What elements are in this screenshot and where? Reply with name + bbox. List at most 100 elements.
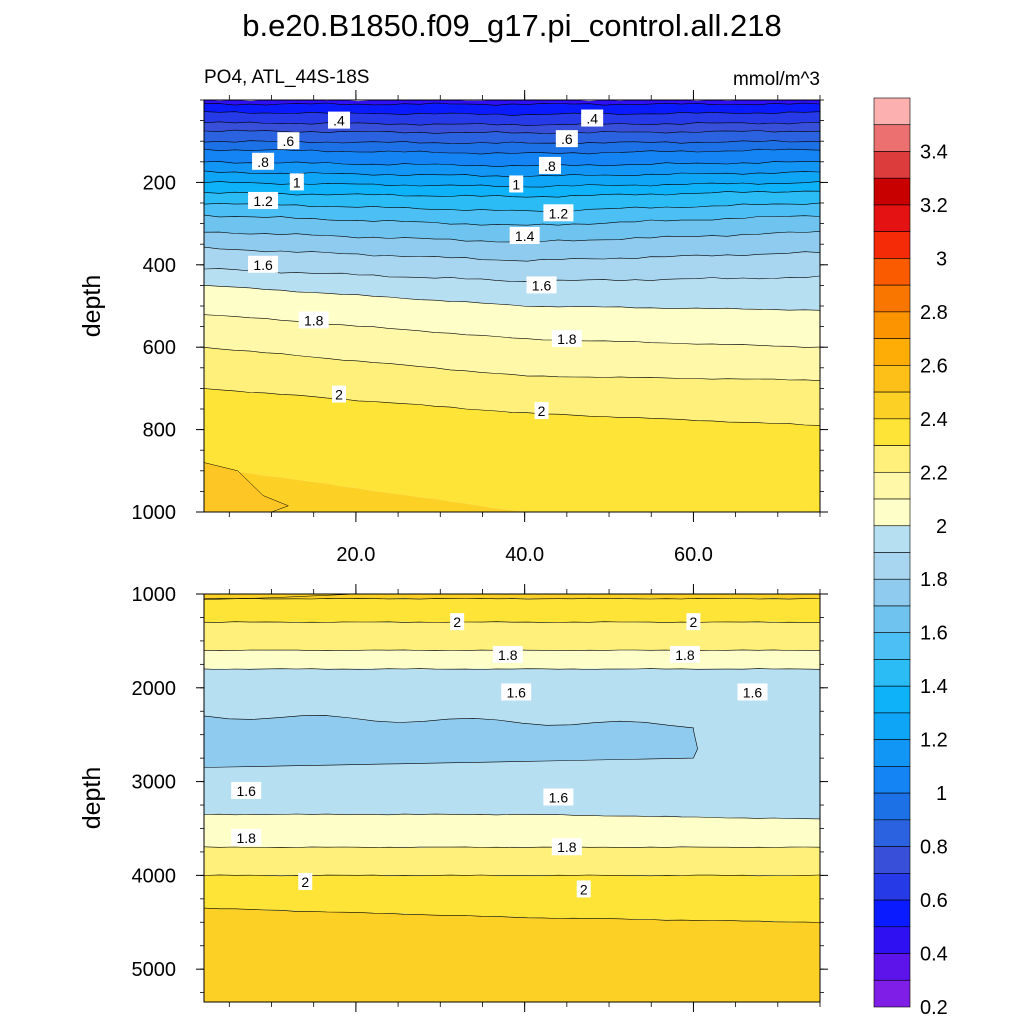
top-contour-label: .6 bbox=[555, 130, 578, 148]
colorbar-label: 1 bbox=[936, 783, 947, 805]
bottom-band bbox=[204, 874, 820, 923]
bottom-contour-line bbox=[203, 597, 821, 600]
colorbar-box bbox=[873, 578, 911, 607]
bottom-contour-label-text: 2 bbox=[453, 614, 461, 630]
colorbar-box bbox=[873, 311, 911, 339]
bottom-contour-line bbox=[203, 668, 821, 670]
top-band bbox=[204, 140, 820, 155]
colorbar: 3.4 3.2 3 2.8 2.6 2.4 2.2 2 1.8 1.6 1.4 1.2 1 0.8 0.6 0… bbox=[873, 97, 948, 1019]
top-contour-label-bg bbox=[248, 191, 279, 209]
top-contour-label: .6 bbox=[277, 132, 300, 150]
top-contour-line bbox=[203, 285, 821, 311]
top-contour-label-bg bbox=[509, 226, 540, 244]
top-contour-label-text: 1 bbox=[512, 176, 520, 192]
bottom-y-ticks: 1000 2000 3000 4000 5000 bbox=[132, 584, 828, 994]
colorbar-label: 0.6 bbox=[920, 890, 948, 912]
bottom-contour-label-bg bbox=[501, 683, 532, 701]
bottom-contour-label-text: 2 bbox=[301, 874, 309, 890]
colorbar-label: 0.4 bbox=[920, 944, 948, 966]
top-contour-label: .4 bbox=[328, 111, 351, 129]
colorbar-box bbox=[873, 792, 911, 821]
colorbar-label: 2 bbox=[936, 516, 947, 538]
top-contour-label-bg bbox=[289, 173, 304, 191]
top-contour-label-text: 1.6 bbox=[253, 257, 273, 273]
bottom-contour-label: 1.8 bbox=[551, 838, 582, 856]
chart-title: b.e20.B1850.f09_g17.pi_control.all.218 bbox=[242, 8, 782, 43]
bottom-y-label: 1000 bbox=[132, 584, 177, 606]
bottom-contour-label-text: 2 bbox=[580, 881, 588, 897]
colorbar-label: 1.4 bbox=[920, 676, 948, 698]
top-contour-label: .8 bbox=[538, 156, 561, 174]
top-band bbox=[204, 149, 820, 167]
colorbar-box bbox=[873, 258, 911, 286]
colorbar-box bbox=[873, 97, 911, 126]
top-contour-label-bg bbox=[538, 156, 561, 174]
bottom-contour-label-bg bbox=[450, 613, 465, 631]
colorbar-box bbox=[873, 471, 911, 500]
top-contour-label: 2 bbox=[332, 385, 347, 403]
colorbar-box bbox=[873, 926, 911, 954]
bottom-y-label: 5000 bbox=[132, 959, 177, 981]
bottom-contour-label-text: 1.6 bbox=[549, 790, 569, 806]
top-band bbox=[204, 285, 820, 348]
colorbar-box bbox=[873, 177, 911, 206]
bottom-band bbox=[204, 908, 820, 1002]
top-contour-line bbox=[203, 140, 821, 145]
top-contour-label-bg bbox=[551, 329, 582, 347]
top-band bbox=[204, 161, 820, 177]
top-contour-label-text: .8 bbox=[544, 158, 556, 174]
colorbar-box bbox=[873, 552, 911, 580]
top-contour-label-text: .6 bbox=[283, 133, 295, 149]
top-contour-label-text: 2 bbox=[335, 387, 343, 403]
top-contour-line bbox=[203, 388, 821, 426]
top-contour-label-text: 1 bbox=[293, 174, 301, 190]
top-band bbox=[204, 247, 820, 282]
colorbar-label: 0.2 bbox=[920, 997, 948, 1019]
top-contour-label-bg bbox=[252, 152, 275, 170]
colorbar-box bbox=[873, 365, 911, 393]
top-contour-label: 1.2 bbox=[248, 191, 279, 209]
colorbar-box bbox=[873, 685, 911, 714]
bottom-contour-label: 1.6 bbox=[231, 781, 262, 799]
top-contour-label: 2 bbox=[534, 402, 549, 420]
top-contour-label-text: 1.2 bbox=[549, 205, 569, 221]
colorbar-label: 2.8 bbox=[920, 302, 948, 324]
top-contour-label: 1.6 bbox=[526, 276, 557, 294]
bottom-contour-label-bg bbox=[231, 828, 262, 846]
top-contour-line bbox=[203, 202, 821, 212]
colorbar-box bbox=[873, 899, 911, 928]
top-contour-line bbox=[203, 268, 821, 283]
bottom-contour-label-text: 1.6 bbox=[743, 684, 763, 700]
colorbar-label: 2.2 bbox=[920, 462, 948, 484]
bottom-contour-label-text: 1.6 bbox=[506, 684, 526, 700]
colorbar-box bbox=[873, 953, 911, 981]
bottom-plot-frame bbox=[203, 593, 821, 1003]
bottom-contour-line bbox=[203, 593, 356, 600]
colorbar-box bbox=[873, 498, 911, 527]
bottom-contour-label: 2 bbox=[576, 880, 591, 898]
top-y-ticks: 200 400 600 800 1000 bbox=[132, 99, 828, 524]
bottom-contour-label-text: 2 bbox=[690, 614, 698, 630]
bottom-contour-label: 1.8 bbox=[492, 645, 523, 663]
top-y-label: 200 bbox=[143, 172, 176, 194]
top-contour-label-bg bbox=[298, 311, 329, 329]
colorbar-label: 2.4 bbox=[920, 409, 948, 431]
top-band bbox=[204, 102, 820, 116]
bottom-contour-label: 1.6 bbox=[501, 683, 532, 701]
top-contour-label: 1.4 bbox=[509, 226, 540, 244]
bottom-contour-label-text: 1.6 bbox=[236, 783, 256, 799]
colorbar-box bbox=[873, 204, 911, 232]
bottom-contour-label: 1.6 bbox=[543, 788, 574, 806]
top-contour-label-bg bbox=[277, 132, 300, 150]
top-contour-label-bg bbox=[328, 111, 351, 129]
top-contour-label: 1.8 bbox=[298, 311, 329, 329]
colorbar-box bbox=[873, 739, 911, 767]
top-contour-line bbox=[203, 102, 821, 106]
colorbar-label: 3 bbox=[936, 248, 947, 270]
top-band bbox=[204, 347, 820, 426]
top-y-label: 600 bbox=[143, 337, 176, 359]
colorbar-box bbox=[873, 979, 911, 1008]
top-x-label: 20.0 bbox=[336, 544, 375, 566]
top-y-label: 800 bbox=[143, 420, 176, 442]
